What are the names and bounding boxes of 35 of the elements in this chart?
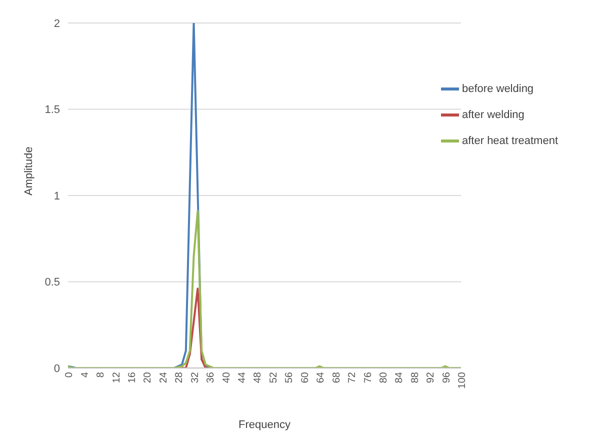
y-tick-label: 1.5 (44, 104, 60, 116)
x-tick-label: 4 (80, 372, 91, 378)
x-tick-label: 60 (300, 372, 311, 384)
x-tick-label: 52 (268, 372, 280, 384)
y-tick-label: 0.5 (44, 276, 60, 289)
legend-label: before welding (462, 83, 534, 95)
legend-label: after welding (462, 109, 524, 121)
x-tick-label: 72 (347, 372, 358, 384)
x-tick-label: 80 (378, 372, 390, 384)
x-tick-label: 40 (221, 372, 232, 384)
x-tick-label: 32 (190, 372, 201, 384)
x-tick-label: 12 (111, 372, 122, 384)
x-tick-label: 20 (142, 372, 154, 384)
x-tick-label: 28 (174, 372, 186, 384)
x-tick-label: 88 (410, 372, 421, 384)
x-tick-label: 56 (284, 372, 296, 384)
x-tick-label: 64 (316, 372, 327, 384)
y-axis-title: Amplitude (22, 146, 35, 196)
x-tick-label: 68 (331, 372, 342, 384)
x-tick-label: 48 (252, 372, 264, 384)
x-axis-title: Frequency (238, 419, 291, 431)
x-tick-label: 92 (426, 372, 437, 384)
x-tick-label: 84 (394, 372, 406, 384)
x-tick-label: 44 (237, 372, 248, 384)
x-tick-label: 24 (158, 372, 170, 384)
x-tick-label: 8 (96, 372, 107, 378)
x-tick-label: 96 (441, 372, 452, 384)
x-tick-label: 16 (126, 372, 138, 384)
x-tick-label: 100 (457, 372, 468, 389)
x-tick-label: 36 (206, 372, 217, 384)
y-tick-label: 2 (54, 18, 60, 30)
x-tick-label: 0 (64, 372, 76, 378)
legend-label: after heat treatment (462, 135, 558, 147)
x-tick-label: 76 (362, 372, 374, 384)
y-tick-label: 1 (54, 190, 60, 202)
